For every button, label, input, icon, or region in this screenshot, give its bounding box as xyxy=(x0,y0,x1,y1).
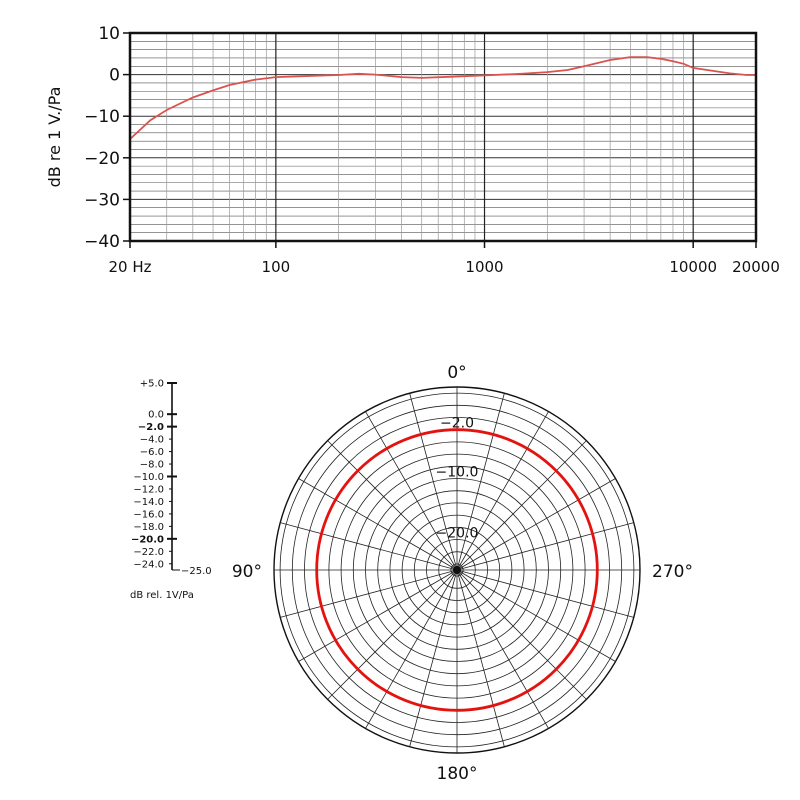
x-tick-label: 20000 xyxy=(732,258,780,276)
polar-spoke xyxy=(456,569,616,662)
scale-label: −6.0 xyxy=(140,447,164,458)
scale-label: −16.0 xyxy=(133,509,164,520)
polar-angle-label: 0° xyxy=(447,363,466,383)
polar-pattern xyxy=(315,428,599,712)
scale-label: −24.0 xyxy=(133,559,164,570)
polar-angle-label: 270° xyxy=(652,562,693,582)
polar-spoke xyxy=(280,569,458,618)
scale-label: −2.0 xyxy=(138,422,164,433)
polar-spoke xyxy=(456,478,616,571)
polar-spoke xyxy=(365,411,458,571)
scale-label: 0.0 xyxy=(148,410,164,421)
polar-spoke xyxy=(456,411,549,571)
polar-spoke xyxy=(298,569,458,662)
y-tick-label: −30 xyxy=(84,190,120,210)
y-tick-label: 0 xyxy=(109,66,120,86)
polar-angle-label: 180° xyxy=(437,764,478,784)
scale-label: −8.0 xyxy=(140,460,164,471)
polar-db-scale: +5.00.0−2.0−4.0−6.0−8.0−10.0−12.0−14.0−1… xyxy=(131,379,212,578)
polar-spoke xyxy=(298,478,458,571)
x-tick-label: 1000 xyxy=(465,258,503,276)
polar-spoke xyxy=(409,569,458,747)
polar-pattern-chart: +5.00.0−2.0−4.0−6.0−8.0−10.0−12.0−14.0−1… xyxy=(130,363,693,784)
polar-spoke xyxy=(280,522,458,571)
polar-angle-labels: 0° 90° 180° 270° xyxy=(232,363,693,784)
polar-radial-label: −10.0 xyxy=(436,465,479,481)
frequency-y-axis-label: dB re 1 V./Pa xyxy=(45,87,64,188)
frequency-response-chart: 100−10−20−30−40 20 Hz 100 1000 10000 20000 d… xyxy=(45,24,780,276)
scale-label: −10.0 xyxy=(133,472,164,483)
frequency-y-axis: 10 0 −10 −20 −30 −40 xyxy=(84,24,130,252)
polar-spoke xyxy=(365,569,458,729)
y-tick-label: −40 xyxy=(84,232,120,252)
polar-spoke xyxy=(456,569,587,700)
polar-grid xyxy=(273,386,641,754)
scale-label: −22.0 xyxy=(133,547,164,558)
scale-label: −12.0 xyxy=(133,484,164,495)
frequency-plot-frame xyxy=(128,31,758,243)
frequency-response-curve xyxy=(129,56,756,140)
scale-label: −14.0 xyxy=(133,497,164,508)
x-tick-label: 20 Hz xyxy=(108,258,151,276)
x-tick-label: 10000 xyxy=(669,258,717,276)
scale-label: −25.0 xyxy=(181,566,212,577)
polar-spoke xyxy=(456,569,634,618)
x-tick-label: 100 xyxy=(262,258,291,276)
scale-label: −20.0 xyxy=(131,534,164,545)
polar-spoke xyxy=(456,569,549,729)
polar-spoke xyxy=(327,440,458,571)
polar-spoke xyxy=(456,393,505,571)
polar-spoke xyxy=(456,440,587,571)
scale-label: −4.0 xyxy=(140,435,164,446)
polar-pattern-curve xyxy=(315,428,599,712)
frequency-grid xyxy=(130,33,756,241)
polar-radial-label: −2.0 xyxy=(440,416,474,432)
polar-radial-labels: −2.0 −10.0 −20.0 xyxy=(436,416,479,542)
polar-radial-label: −20.0 xyxy=(436,526,479,542)
frequency-x-axis: 20 Hz 100 1000 10000 20000 xyxy=(108,241,780,276)
polar-spoke xyxy=(456,569,505,747)
scale-label: +5.0 xyxy=(140,379,164,390)
polar-spoke xyxy=(409,393,458,571)
polar-units-label: dB rel. 1V/Pa xyxy=(130,590,194,601)
y-tick-label: −20 xyxy=(84,149,120,169)
y-tick-label: 10 xyxy=(98,24,120,44)
polar-angle-label: 90° xyxy=(232,562,262,582)
scale-label: −18.0 xyxy=(133,522,164,533)
polar-spoke xyxy=(456,522,634,571)
polar-center xyxy=(453,566,461,574)
polar-spoke xyxy=(327,569,458,700)
y-tick-label: −10 xyxy=(84,107,120,127)
